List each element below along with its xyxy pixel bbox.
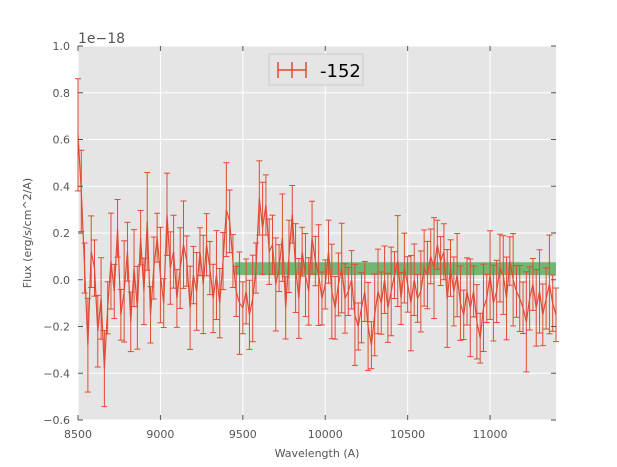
y-tick-label: −0.6 bbox=[43, 414, 70, 427]
x-tick-label: 9000 bbox=[146, 428, 174, 441]
y-tick-label: 1.0 bbox=[53, 40, 71, 53]
y-tick-label: 0.4 bbox=[53, 180, 71, 193]
y-tick-labels: −0.6 −0.4 −0.2 0.0 0.2 0.4 0.6 0.8 1.0 bbox=[43, 40, 70, 427]
y-tick-label: −0.2 bbox=[43, 321, 70, 334]
y-offset-label: 1e−18 bbox=[78, 31, 125, 47]
x-tick-label: 9500 bbox=[229, 428, 257, 441]
series-line bbox=[77, 134, 557, 369]
grid-lines bbox=[77, 45, 556, 421]
legend-marker-icon bbox=[277, 62, 307, 78]
y-tick-label: 0.6 bbox=[53, 134, 71, 147]
x-tick-label: 10000 bbox=[308, 428, 343, 441]
y-tick-label: 0.8 bbox=[53, 87, 71, 100]
y-tick-label: 0.0 bbox=[53, 274, 71, 287]
x-tick-label: 11000 bbox=[473, 428, 508, 441]
y-axis-label: Flux (erg/s/cm^2/A) bbox=[21, 178, 34, 288]
y-tick-label: 0.2 bbox=[53, 227, 71, 240]
x-tick-label: 10500 bbox=[390, 428, 425, 441]
legend: -152 bbox=[268, 53, 364, 86]
axis-ticks bbox=[77, 45, 556, 421]
x-axis-label: Wavelength (A) bbox=[275, 447, 360, 460]
y-tick-label: −0.4 bbox=[43, 367, 70, 380]
legend-entry: -152 bbox=[320, 61, 361, 82]
x-tick-label: 8500 bbox=[64, 428, 92, 441]
x-tick-labels: 8500 9000 9500 10000 10500 11000 bbox=[64, 428, 508, 441]
